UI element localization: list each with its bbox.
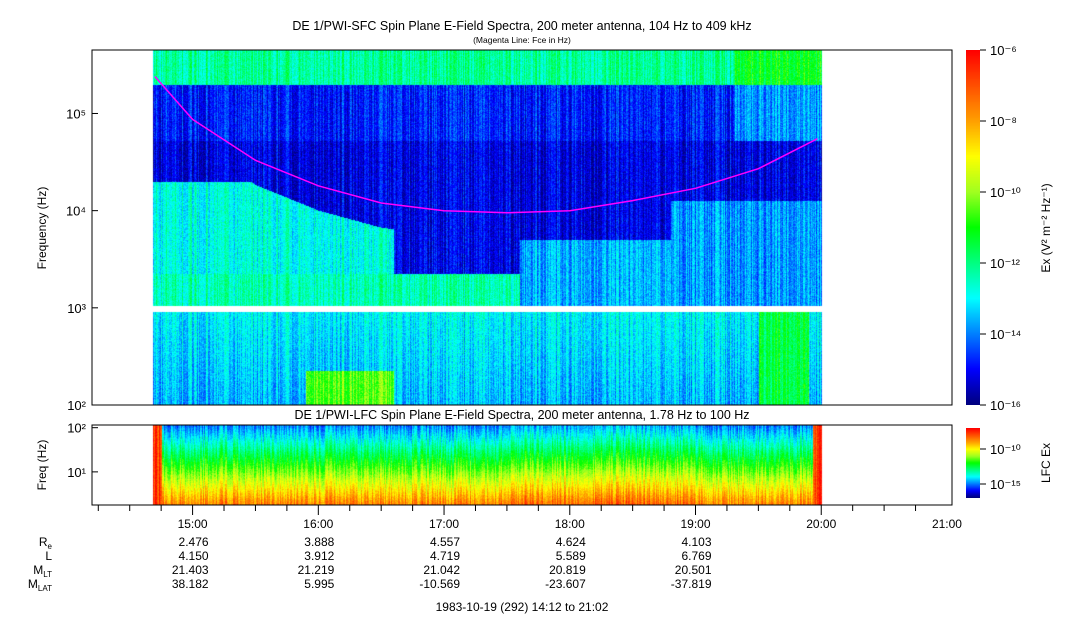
orbit-value: 38.182 [172, 577, 209, 591]
time-tick-label: 15:00 [178, 517, 208, 531]
orbit-value: 21.042 [423, 563, 460, 577]
sfc-plot-frame [91, 49, 953, 406]
orbit-value: 3.912 [304, 549, 334, 563]
sfc-ylabel: Frequency (Hz) [35, 187, 49, 270]
orbit-value: 20.501 [675, 563, 712, 577]
orbit-value: 21.219 [298, 563, 335, 577]
time-tick-label: 19:00 [680, 517, 710, 531]
sfc-ytick-label: 10² [67, 398, 86, 413]
sfc-ytick-label: 10⁵ [66, 106, 86, 121]
orbit-value: 20.819 [549, 563, 586, 577]
orbit-value: 21.403 [172, 563, 209, 577]
orbit-row-label: MLAT [28, 577, 52, 593]
lfc-colorbar-label: LFC Ex [1039, 443, 1053, 483]
orbit-value: 4.719 [430, 549, 460, 563]
orbit-value: 4.150 [179, 549, 209, 563]
sfc-ytick-label: 10³ [67, 301, 86, 316]
lfc-colorbar-tick-label: 10⁻¹⁰ [990, 442, 1021, 457]
time-range-footer: 1983-10-19 (292) 14:12 to 21:02 [436, 600, 609, 614]
time-tick-label: 18:00 [555, 517, 585, 531]
orbit-value: -23.607 [545, 577, 586, 591]
orbit-value: 2.476 [179, 535, 209, 549]
lfc-ylabel: Freq (Hz) [35, 440, 49, 491]
orbit-value: -10.569 [419, 577, 460, 591]
orbit-row-label: Re [39, 535, 53, 551]
orbit-value: -37.819 [671, 577, 712, 591]
orbit-value: 4.624 [556, 535, 586, 549]
orbit-value: 4.103 [681, 535, 711, 549]
sfc-colorbar-tick-label: 10⁻¹⁰ [990, 185, 1021, 200]
orbit-row-label: L [45, 549, 52, 563]
sfc-colorbar-tick-label: 10⁻¹² [990, 256, 1021, 271]
sfc-colorbar-tick-label: 10⁻⁶ [990, 43, 1017, 58]
lfc-plot-frame [91, 424, 953, 506]
time-tick-label: 20:00 [806, 517, 836, 531]
lfc-title: DE 1/PWI-LFC Spin Plane E-Field Spectra,… [294, 408, 749, 422]
sfc-colorbar [966, 50, 980, 405]
orbit-row-label: MLT [33, 563, 52, 579]
lfc-colorbar [966, 428, 980, 498]
lfc-ytick-label: 10¹ [67, 465, 86, 480]
sfc-colorbar-label: Ex (V² m⁻² Hz⁻¹) [1039, 183, 1053, 272]
orbit-value: 3.888 [304, 535, 334, 549]
sfc-subtitle: (Magenta Line: Fce in Hz) [473, 35, 571, 45]
lfc-ytick-label: 10² [67, 421, 86, 436]
orbit-value: 6.769 [681, 549, 711, 563]
time-tick-label: 17:00 [429, 517, 459, 531]
orbit-value: 5.995 [304, 577, 334, 591]
orbit-value: 4.557 [430, 535, 460, 549]
lfc-spectrogram [92, 425, 952, 505]
sfc-colorbar-tick-label: 10⁻¹⁴ [990, 327, 1021, 342]
time-tick-label: 21:00 [932, 517, 962, 531]
sfc-colorbar-tick-label: 10⁻⁸ [990, 114, 1017, 129]
sfc-spectrogram [92, 50, 952, 405]
fce-magenta-line [154, 76, 818, 214]
sfc-ytick-label: 10⁴ [66, 204, 86, 219]
lfc-colorbar-tick-label: 10⁻¹⁵ [990, 477, 1021, 492]
sfc-title: DE 1/PWI-SFC Spin Plane E-Field Spectra,… [292, 19, 751, 33]
sfc-colorbar-tick-label: 10⁻¹⁶ [990, 398, 1021, 413]
time-tick-label: 16:00 [303, 517, 333, 531]
orbit-value: 5.589 [556, 549, 586, 563]
